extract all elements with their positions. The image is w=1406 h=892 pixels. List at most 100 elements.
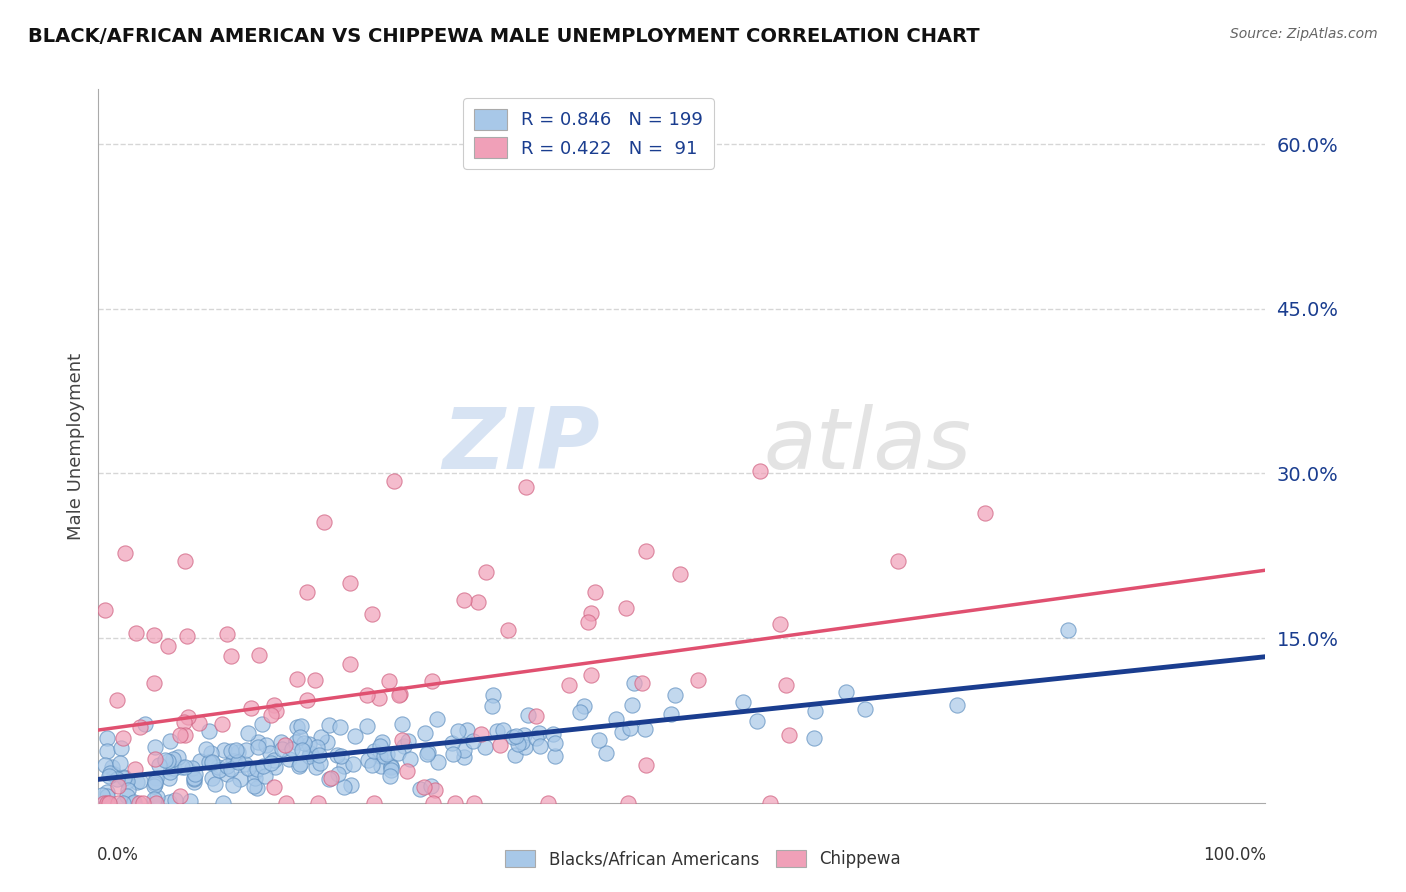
- Point: [373, 749, 395, 764]
- Point: [412, 780, 434, 794]
- Point: [156, 639, 179, 653]
- Point: [595, 747, 617, 761]
- Point: [188, 754, 211, 768]
- Point: [246, 762, 269, 776]
- Point: [569, 705, 592, 719]
- Point: [299, 746, 322, 760]
- Point: [581, 606, 603, 620]
- Point: [579, 668, 602, 682]
- Point: [260, 707, 283, 722]
- Point: [453, 593, 475, 607]
- Point: [461, 734, 484, 748]
- Point: [247, 735, 270, 749]
- Point: [145, 796, 167, 810]
- Point: [93, 796, 115, 810]
- Point: [380, 763, 402, 777]
- Point: [636, 758, 658, 772]
- Point: [357, 753, 380, 767]
- Point: [145, 739, 167, 754]
- Text: atlas: atlas: [763, 404, 972, 488]
- Point: [319, 771, 342, 785]
- Point: [367, 691, 389, 706]
- Point: [285, 734, 308, 748]
- Point: [361, 607, 384, 621]
- Point: [198, 756, 221, 770]
- Point: [363, 796, 385, 810]
- Point: [207, 760, 229, 774]
- Point: [115, 789, 138, 803]
- Point: [775, 677, 797, 691]
- Point: [259, 746, 281, 760]
- Point: [187, 715, 209, 730]
- Point: [370, 749, 392, 764]
- Point: [307, 796, 329, 810]
- Point: [399, 751, 422, 765]
- Point: [96, 785, 118, 799]
- Point: [271, 742, 294, 756]
- Point: [274, 796, 297, 810]
- Point: [634, 544, 657, 558]
- Point: [419, 779, 441, 793]
- Point: [247, 648, 270, 662]
- Point: [631, 675, 654, 690]
- Point: [496, 623, 519, 637]
- Point: [294, 736, 316, 750]
- Point: [169, 728, 191, 742]
- Point: [669, 566, 692, 581]
- Point: [131, 796, 153, 810]
- Point: [212, 742, 235, 756]
- Point: [263, 753, 285, 767]
- Point: [290, 719, 312, 733]
- Point: [470, 727, 492, 741]
- Point: [259, 756, 281, 770]
- Point: [515, 479, 537, 493]
- Point: [769, 616, 792, 631]
- Point: [198, 724, 221, 739]
- Point: [467, 595, 489, 609]
- Point: [291, 742, 314, 756]
- Point: [409, 782, 432, 797]
- Point: [441, 747, 464, 761]
- Y-axis label: Male Unemployment: Male Unemployment: [66, 352, 84, 540]
- Point: [98, 765, 121, 780]
- Text: BLACK/AFRICAN AMERICAN VS CHIPPEWA MALE UNEMPLOYMENT CORRELATION CHART: BLACK/AFRICAN AMERICAN VS CHIPPEWA MALE …: [28, 27, 980, 45]
- Text: Source: ZipAtlas.com: Source: ZipAtlas.com: [1230, 27, 1378, 41]
- Point: [342, 756, 364, 771]
- Point: [162, 752, 184, 766]
- Point: [332, 759, 354, 773]
- Point: [529, 739, 551, 753]
- Point: [558, 677, 581, 691]
- Point: [502, 731, 524, 745]
- Point: [378, 769, 401, 783]
- Point: [96, 744, 118, 758]
- Point: [179, 794, 201, 808]
- Point: [142, 628, 165, 642]
- Point: [1057, 623, 1080, 637]
- Point: [219, 649, 242, 664]
- Point: [107, 796, 129, 810]
- Point: [290, 756, 312, 771]
- Point: [200, 755, 222, 769]
- Point: [541, 727, 564, 741]
- Point: [225, 743, 247, 757]
- Point: [453, 743, 475, 757]
- Point: [98, 796, 121, 810]
- Point: [159, 764, 181, 779]
- Point: [288, 730, 311, 744]
- Point: [270, 735, 292, 749]
- Point: [363, 744, 385, 758]
- Point: [572, 698, 595, 713]
- Point: [391, 732, 413, 747]
- Point: [505, 747, 527, 762]
- Point: [245, 765, 267, 780]
- Point: [305, 740, 328, 755]
- Point: [422, 796, 444, 810]
- Point: [804, 704, 827, 718]
- Point: [143, 791, 166, 805]
- Point: [163, 761, 186, 775]
- Point: [233, 756, 256, 771]
- Point: [619, 721, 641, 735]
- Point: [169, 789, 191, 803]
- Point: [128, 796, 150, 810]
- Point: [100, 760, 122, 774]
